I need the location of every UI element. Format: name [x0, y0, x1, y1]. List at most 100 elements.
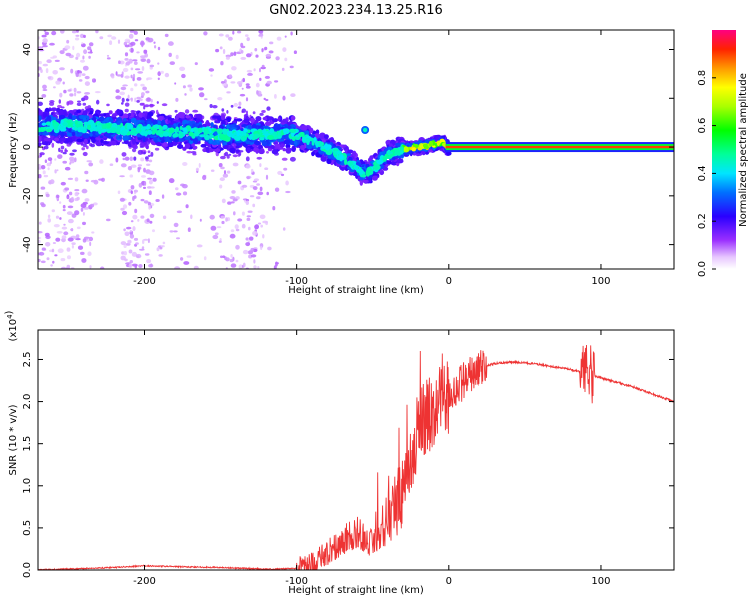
- spectrogram-speckle: [261, 64, 265, 68]
- spectrogram-speckle: [52, 70, 58, 75]
- spectrogram-cell: [221, 119, 226, 126]
- spectrogram-speckle: [126, 226, 132, 230]
- spectrogram-speckle: [59, 67, 65, 71]
- spectrogram-isolated-blob-core: [362, 127, 368, 133]
- spectrogram-speckle: [137, 71, 144, 74]
- spectrogram-speckle: [115, 89, 120, 93]
- spectrogram-speckle: [49, 42, 55, 46]
- spectrogram-speckle: [157, 77, 160, 81]
- spectrogram-speckle: [130, 47, 134, 53]
- spectrogram-speckle: [66, 264, 71, 269]
- spectrogram-cell: [96, 125, 103, 130]
- colorbar-label: Normalized spectral amplitude: [738, 73, 749, 227]
- spectrogram-speckle: [49, 101, 55, 106]
- spectrogram-cell: [38, 142, 42, 147]
- spectrogram-speckle: [116, 74, 122, 77]
- spectrogram-cell: [71, 136, 76, 141]
- spectrogram-marks: [38, 30, 674, 269]
- spectrogram-cell: [299, 131, 305, 137]
- spectrogram-speckle: [76, 91, 82, 94]
- spectrogram-speckle: [136, 100, 140, 103]
- spectrogram-speckle: [245, 110, 248, 116]
- spectrogram-speckle: [75, 34, 80, 37]
- spectrogram-speckle: [237, 106, 242, 109]
- spectrogram-cell: [85, 108, 91, 112]
- spectrogram-speckle: [218, 240, 222, 243]
- spectrogram-cell: [100, 139, 104, 143]
- spectrogram-cell: [197, 127, 203, 134]
- spectrogram-speckle: [246, 176, 250, 180]
- spectrogram-speckle: [242, 77, 245, 83]
- spectrogram-speckle: [137, 219, 140, 222]
- spectrogram-speckle: [38, 60, 42, 65]
- spectrogram-speckle: [119, 197, 125, 202]
- spectrogram-cell: [300, 144, 305, 151]
- spectrogram-speckle: [62, 151, 67, 155]
- spectrogram-speckle: [140, 83, 145, 87]
- spectrogram-speckle: [106, 218, 111, 222]
- spectrogram-speckle: [76, 30, 79, 33]
- spectrogram-cell: [239, 130, 244, 135]
- spectrogram-cell: [152, 119, 158, 126]
- spectrogram-cell: [290, 129, 295, 133]
- spectrogram-speckle: [72, 149, 77, 153]
- spectrogram-speckle: [44, 232, 50, 237]
- spectrogram-cell: [209, 134, 214, 139]
- spectrogram-cell: [358, 168, 364, 175]
- spectrogram-speckle: [147, 150, 151, 154]
- spectrogram-speckle: [148, 170, 155, 176]
- spectrogram-cell: [395, 147, 399, 152]
- spectrogram-cell: [291, 135, 296, 141]
- spectrogram-speckle: [184, 109, 190, 114]
- spectrogram-speckle: [256, 183, 260, 186]
- spectrogram-speckle: [41, 94, 47, 98]
- spectrogram-cell: [369, 155, 374, 160]
- spectrogram-speckle: [106, 54, 110, 57]
- spectrogram-speckle: [173, 230, 178, 233]
- spectrogram-speckle: [147, 37, 154, 43]
- spectrogram-speckle: [143, 186, 146, 189]
- spectrogram-y-ticks: -40 -20 0 20 40: [22, 43, 674, 253]
- spectrogram-speckle: [230, 104, 234, 108]
- spectrogram-speckle: [239, 93, 246, 97]
- spectrogram-speckle: [68, 142, 73, 145]
- spectrogram-cell: [395, 142, 401, 147]
- spectrogram-speckle: [225, 257, 230, 262]
- spectrogram-speckle: [257, 191, 264, 196]
- spectrogram-cell: [90, 122, 95, 129]
- spectrogram-speckle: [155, 199, 160, 202]
- snr-x-ticks: -200 -100 0 100: [133, 330, 611, 587]
- spectrogram-speckle: [39, 152, 45, 156]
- spectrogram-speckle: [141, 246, 145, 250]
- spectrogram-speckle: [147, 201, 151, 206]
- spectrogram-speckle: [99, 36, 104, 40]
- spectrogram-speckle: [143, 151, 146, 155]
- spectrogram-cell: [234, 135, 242, 141]
- snr-frame: [37, 329, 675, 571]
- spectrogram-cell: [203, 129, 210, 135]
- spectrogram-speckle: [140, 215, 145, 219]
- spectrogram-cell: [211, 128, 217, 132]
- spectrogram-speckle: [85, 179, 89, 182]
- spectrogram-speckle: [77, 72, 82, 78]
- spectrogram-cell: [91, 138, 96, 144]
- spectrogram-speckle: [246, 69, 253, 73]
- spectrogram-speckle: [55, 80, 61, 85]
- spectrogram-speckle: [225, 34, 230, 38]
- spectrogram-speckle: [259, 68, 261, 73]
- spectrogram-speckle: [247, 210, 253, 213]
- spectrogram-speckle: [64, 149, 68, 153]
- spectrogram-speckle: [226, 110, 229, 114]
- spectrogram-speckle: [250, 247, 255, 252]
- spectrogram-speckle: [220, 215, 226, 219]
- spectrogram-speckle: [152, 177, 157, 182]
- spectrogram-cell: [285, 143, 291, 149]
- spectrogram-speckle: [144, 104, 150, 108]
- spectrogram-speckle: [238, 264, 243, 269]
- spectrogram-speckle: [77, 100, 81, 103]
- spectrogram-speckle: [68, 191, 73, 196]
- spectrogram-speckle: [106, 57, 111, 60]
- spectrogram-speckle: [70, 68, 74, 74]
- spectrogram-speckle: [232, 198, 238, 202]
- spectrogram-speckle: [245, 200, 249, 205]
